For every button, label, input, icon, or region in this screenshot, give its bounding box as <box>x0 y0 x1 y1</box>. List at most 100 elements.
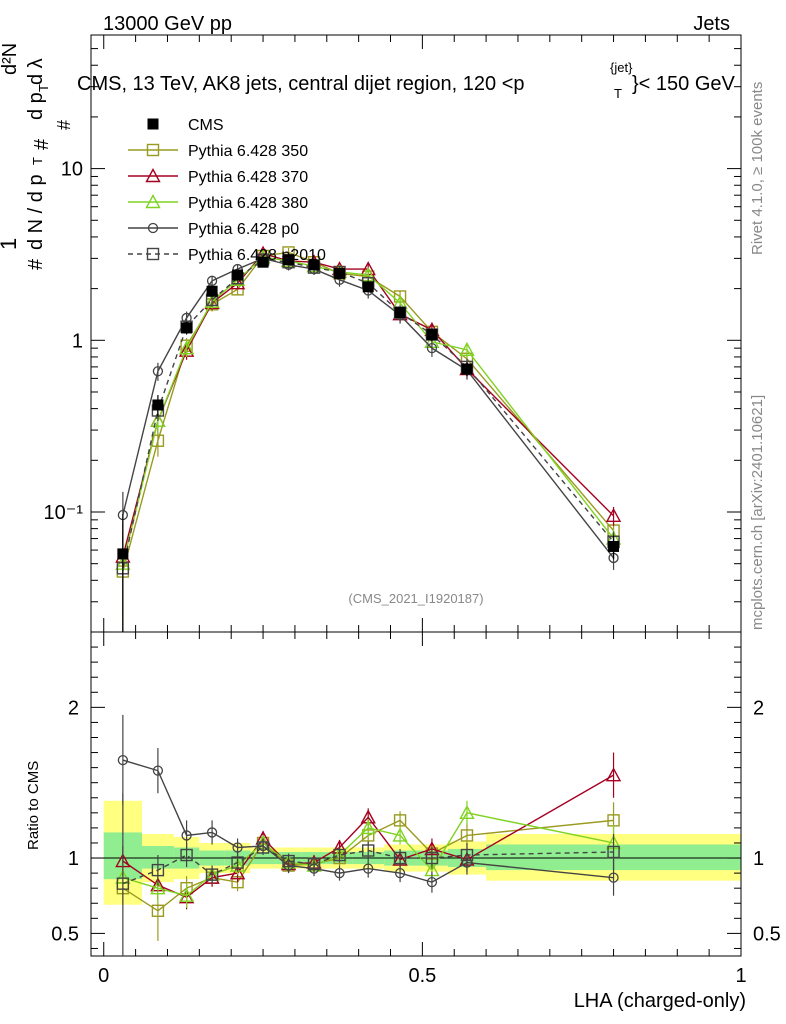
data-point <box>178 340 195 355</box>
main-panel: 10⁻¹ 1 10 CMS Pythia 6.428 350 Pythia 6.428 3… <box>44 34 742 956</box>
legend-item-pythia-6-428-p2010: Pythia 6.428 p2010 <box>128 247 326 264</box>
ratio-point <box>459 804 475 820</box>
x-axis-label: LHA (charged-only) <box>574 990 746 1012</box>
series-pythia-6-428-350 <box>116 246 620 632</box>
data-point <box>608 540 620 552</box>
rivet-label: Rivet 4.1.0, ≥ 100k events <box>749 82 766 255</box>
ratio-panel: 0 0.5 1 0.5 0.5 1 1 2 2 <box>51 631 781 987</box>
data-point <box>152 399 164 411</box>
data-point <box>308 259 320 271</box>
svg-text:T: T <box>36 84 51 92</box>
data-point <box>204 293 220 308</box>
svg-text:#: # <box>31 138 53 150</box>
ratio-point <box>150 880 166 895</box>
ratio-point <box>307 857 321 871</box>
legend-item-pythia-6-428-350: Pythia 6.428 350 <box>128 143 308 160</box>
series-cms <box>117 254 620 632</box>
legend-marker <box>147 222 159 234</box>
data-point <box>461 363 473 375</box>
ratio-point <box>229 865 246 880</box>
legend-label: Pythia 6.428 p0 <box>188 221 299 238</box>
ratio-point <box>393 851 407 865</box>
data-point <box>257 256 269 268</box>
ratio-y-tick-label-right: 0.5 <box>753 923 781 945</box>
ratio-point <box>392 827 408 842</box>
svg-text:d²N: d²N <box>0 43 21 75</box>
data-point <box>232 269 244 281</box>
legend-label: Pythia 6.428 370 <box>188 169 308 186</box>
svg-text:T: T <box>30 157 45 165</box>
ratio-point <box>334 867 345 879</box>
ratio-point <box>180 848 193 862</box>
ratio-frame <box>90 631 742 957</box>
ratio-point <box>151 863 165 877</box>
ratio-line <box>122 812 614 897</box>
legend-label: Pythia 6.428 380 <box>188 195 308 212</box>
ratio-point <box>151 904 165 917</box>
plot-title-sub: T <box>614 86 622 101</box>
ratio-y-tick-label: 0.5 <box>51 923 79 945</box>
series-line <box>122 252 615 557</box>
ratio-point <box>362 844 375 857</box>
ratio-point <box>206 827 218 838</box>
series-pythia-6-428-380 <box>115 249 622 632</box>
data-point <box>334 267 346 279</box>
legend-marker <box>145 194 161 209</box>
ratio-point <box>607 845 620 859</box>
data-point <box>206 285 218 297</box>
data-point <box>152 366 164 377</box>
legend-label: Pythia 6.428 p2010 <box>188 247 326 264</box>
legend-item-pythia-6-428-370: Pythia 6.428 370 <box>128 168 308 186</box>
ratio-point <box>394 867 406 879</box>
ratio-point <box>363 863 374 874</box>
data-point <box>394 307 406 319</box>
x-tick-label: 1 <box>735 965 746 987</box>
ratio-y-tick-label: 2 <box>68 697 79 719</box>
analysis-watermark: (CMS_2021_I1920187) <box>348 591 483 606</box>
series-line <box>122 251 615 572</box>
y-tick-label: 10 <box>61 159 83 181</box>
ratio-point <box>117 754 129 766</box>
data-point <box>426 329 438 341</box>
plot-title: CMS, 13 TeV, AK8 jets, central dijet reg… <box>77 73 525 95</box>
series-pythia-6-428-p0 <box>117 253 619 570</box>
process-label: Jets <box>693 13 730 35</box>
ratio-point <box>605 767 622 782</box>
svg-text:d N / d p: d N / d p <box>25 174 47 250</box>
legend-marker <box>145 168 161 183</box>
ratio-y-axis-label: Ratio to CMS <box>25 761 42 850</box>
ratio-point <box>608 872 619 883</box>
legend-item-cms: CMS <box>147 117 224 134</box>
ratio-point <box>181 830 192 841</box>
series-line <box>122 257 615 559</box>
ratio-y-tick-label: 1 <box>68 848 79 870</box>
x-tick-label: 0 <box>98 965 109 987</box>
legend: CMS Pythia 6.428 350 Pythia 6.428 370 Pythi… <box>128 117 326 264</box>
data-point <box>150 412 166 427</box>
legend-label: CMS <box>188 117 224 134</box>
data-point <box>181 322 193 334</box>
legend-marker <box>146 247 160 261</box>
ratio-point <box>460 848 474 862</box>
data-point <box>117 548 129 560</box>
data-point <box>459 341 475 357</box>
svg-text:#: # <box>25 258 47 270</box>
ratio-point <box>460 829 474 842</box>
mcplots-label: mcplots.cern.ch [arXiv:2401.10621] <box>749 395 766 630</box>
energy-label: 13000 GeV pp <box>103 13 232 35</box>
svg-text:d p: d p <box>25 92 47 120</box>
ratio-point <box>333 848 346 862</box>
series-pythia-6-428-p2010 <box>116 253 620 632</box>
legend-item-pythia-6-428-p0: Pythia 6.428 p0 <box>128 221 299 238</box>
legend-label: Pythia 6.428 350 <box>188 143 308 160</box>
main-y-axis-label: # d N / d p 1 T # # d p T d λ d²N <box>0 43 74 270</box>
ratio-y-tick-label-right: 1 <box>753 848 764 870</box>
legend-item-pythia-6-428-380: Pythia 6.428 380 <box>128 194 308 212</box>
ratio-point <box>425 851 439 865</box>
ratio-point <box>152 765 164 776</box>
x-tick-label: 0.5 <box>408 965 436 987</box>
svg-text:#: # <box>54 120 74 130</box>
plot-title-main: CMS, 13 TeV, AK8 jets, central dijet reg… <box>77 73 525 95</box>
series-pythia-6-428-370 <box>115 245 622 616</box>
